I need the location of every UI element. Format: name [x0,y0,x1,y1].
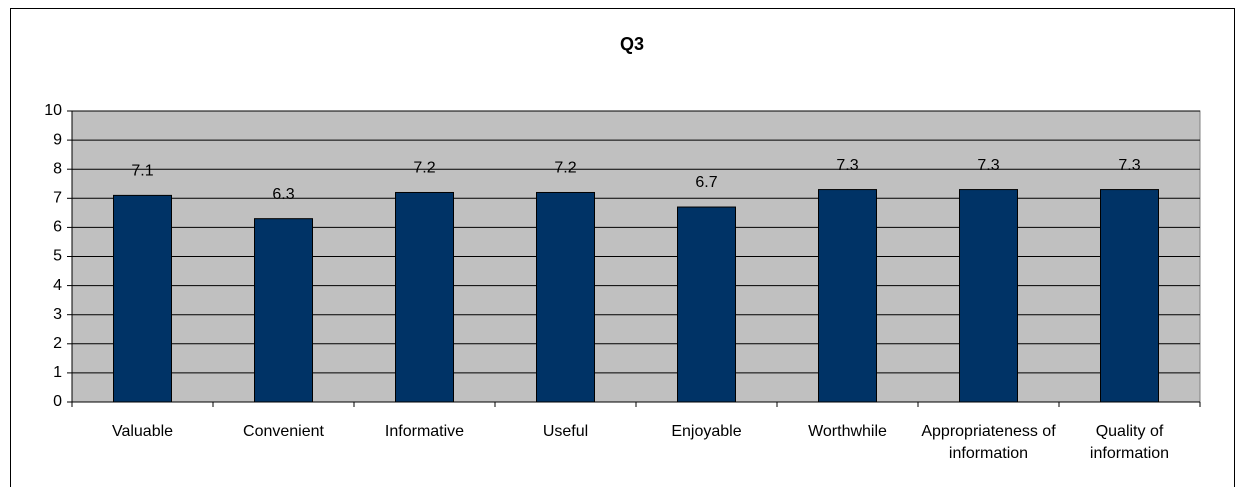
y-tick-label: 6 [53,219,62,236]
y-tick-label: 0 [53,393,62,410]
x-tick-label: Appropriateness of information [921,423,1056,462]
x-tick-label: Informative [384,423,465,440]
bar [818,189,877,403]
x-tick-label: Valuable [111,423,174,440]
y-tick-label: 8 [53,160,62,177]
data-label: 7.3 [1118,157,1140,174]
data-label: 7.3 [977,157,999,174]
y-tick-label: 3 [53,306,62,323]
bar [1100,189,1159,403]
data-label: 7.2 [554,160,576,177]
x-tick-label: Enjoyable [671,423,742,440]
bar [395,191,454,403]
chart-title: Q3 [620,34,644,54]
bar [254,218,313,403]
data-label: 6.3 [272,186,294,203]
bar [959,189,1018,403]
y-tick-label: 5 [53,248,62,265]
x-tick-label: Worthwhile [808,423,887,440]
data-label: 6.7 [695,174,717,191]
x-tick-label: Quality of information [1089,423,1170,462]
y-tick-label: 2 [53,335,62,352]
y-tick-label: 7 [53,190,62,207]
bar [677,206,736,403]
bar [113,194,172,403]
x-tick-label: Convenient [243,423,324,440]
data-label: 7.1 [131,163,153,180]
data-label: 7.3 [836,157,858,174]
y-tick-label: 9 [53,131,62,148]
bar [536,191,595,403]
y-tick-label: 4 [53,277,62,294]
y-tick-label: 10 [44,102,62,119]
data-label: 7.2 [413,160,435,177]
x-tick-label: Useful [542,423,589,440]
y-tick-label: 1 [53,364,62,381]
